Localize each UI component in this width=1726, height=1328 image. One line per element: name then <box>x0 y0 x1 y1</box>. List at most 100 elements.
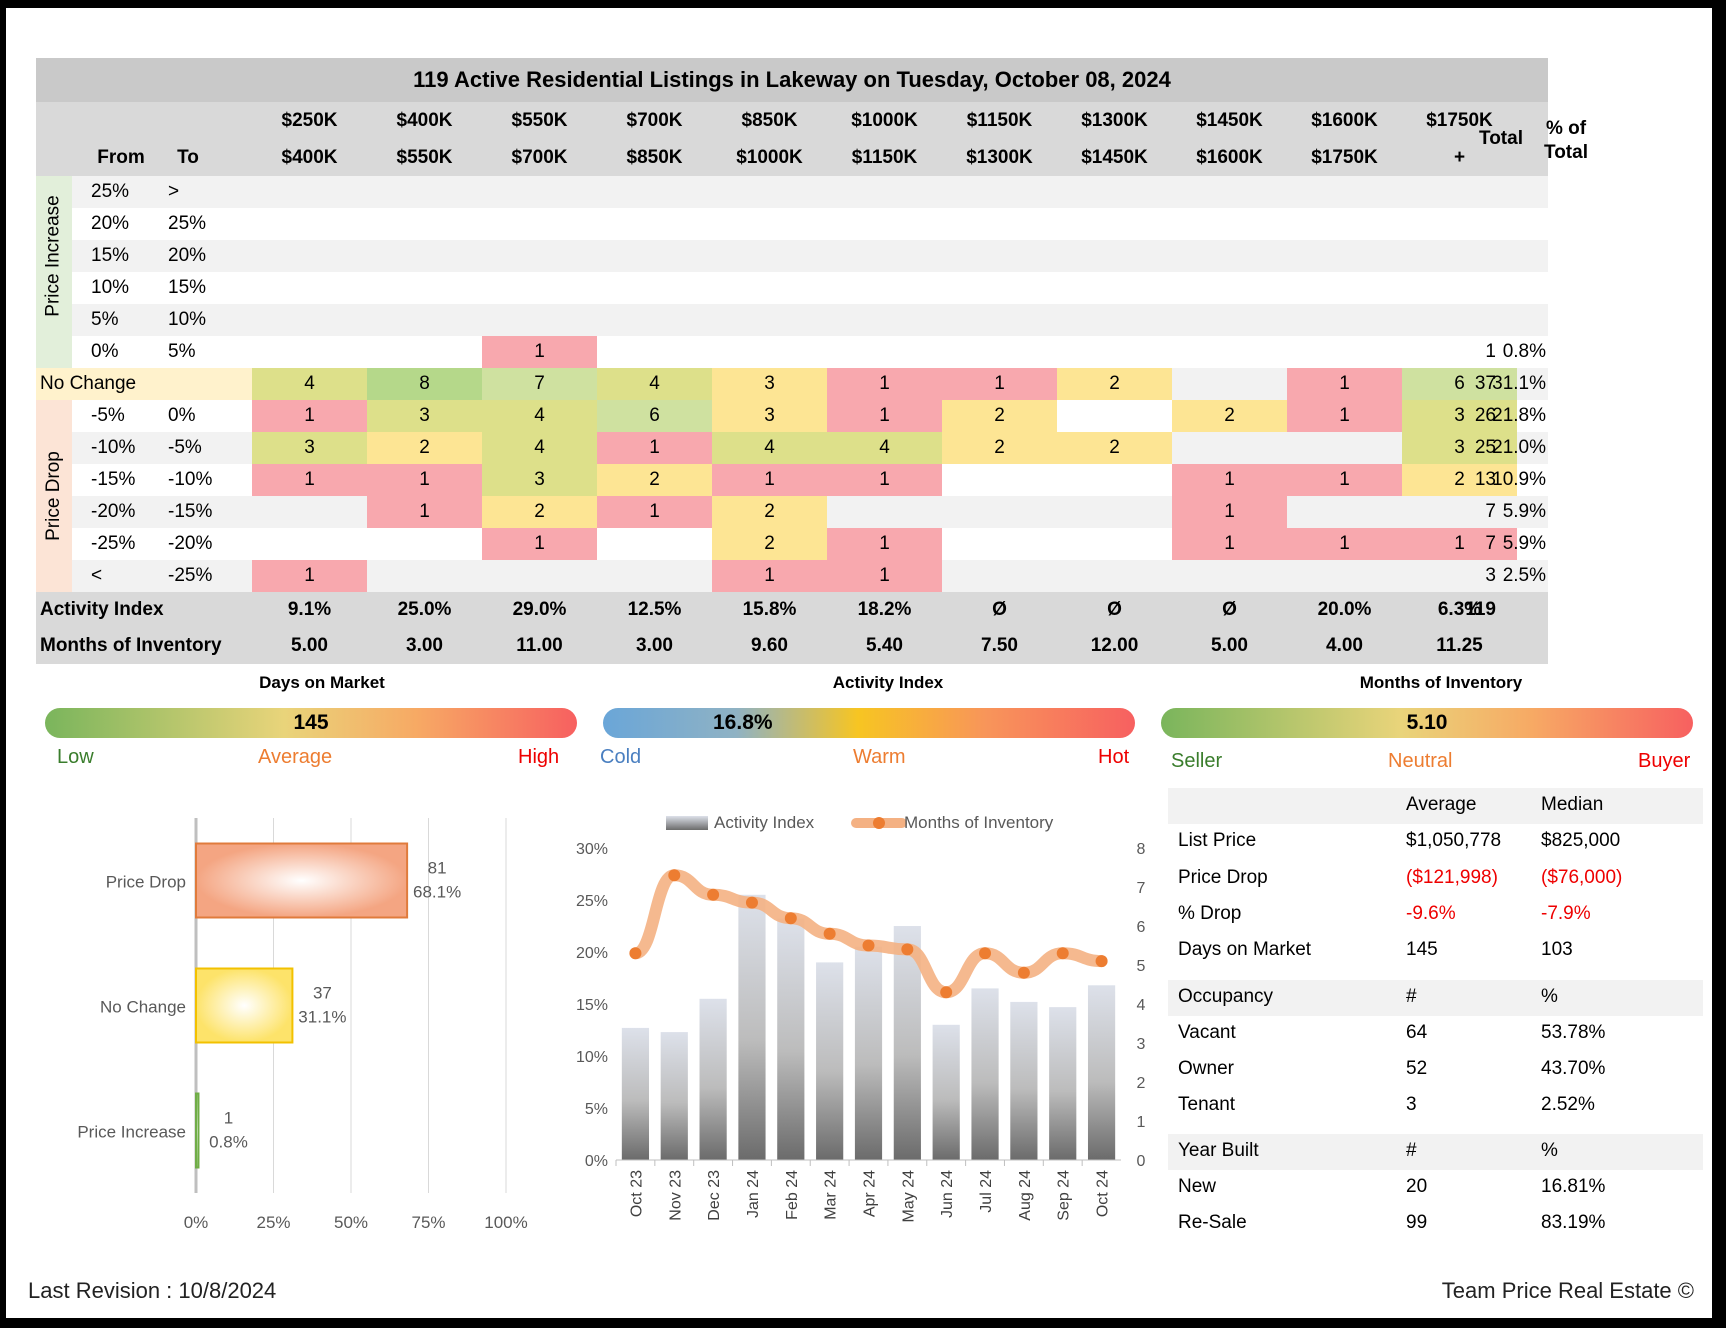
matrix-cell: 1 <box>252 400 367 432</box>
matrix-cell <box>1172 272 1287 304</box>
group-label-drop-text: Price Drop <box>43 451 64 541</box>
matrix-row-bg <box>72 336 1548 368</box>
matrix-cell: 8 <box>367 368 482 400</box>
matrix-cell <box>942 240 1057 272</box>
header-to: To <box>177 146 199 168</box>
combo-bar <box>1049 1007 1077 1160</box>
matrix-cell: 2 <box>367 432 482 464</box>
matrix-cell <box>1287 176 1402 208</box>
matrix-cell <box>1057 560 1172 592</box>
row-from: 25% <box>91 181 130 202</box>
matrix-cell <box>1287 240 1402 272</box>
stat-label: % Drop <box>1178 903 1242 924</box>
row-total: 1 <box>1485 341 1496 362</box>
no-change-label: No Change <box>40 373 137 394</box>
header-pct-2: Total <box>1544 142 1588 163</box>
hbar-pct-label: 31.1% <box>298 1008 346 1027</box>
header-range-from: $1150K <box>966 109 1033 131</box>
row-to: -5% <box>168 437 202 458</box>
matrix-title: 119 Active Residential Listings in Lakew… <box>36 58 1548 102</box>
header-total: Total <box>1479 128 1523 149</box>
combo-right-tick: 5 <box>1137 958 1146 975</box>
legend-line-label: Months of Inventory <box>904 813 1054 832</box>
matrix-cell <box>1287 304 1402 336</box>
occupancy-row-pct: 2.52% <box>1541 1094 1595 1115</box>
matrix-cell: 6 <box>597 400 712 432</box>
gauge-low-dom: Low <box>57 746 94 768</box>
row-to: -15% <box>168 501 213 522</box>
matrix-cell: 1 <box>1287 368 1402 400</box>
inventory-value: 9.60 <box>751 635 788 656</box>
matrix-cell <box>367 528 482 560</box>
header-range-from: $550K <box>511 109 568 131</box>
stat-label: List Price <box>1178 830 1257 851</box>
price-change-bar-chart: 0% 25% 50% 75% 100% Price Drop 81 68.1% No Chang… <box>77 818 528 1232</box>
activity-value: 15.8% <box>742 599 797 620</box>
matrix-cell <box>712 304 827 336</box>
activity-label: Activity Index <box>40 599 164 620</box>
row-pct: 10.9% <box>1492 469 1546 490</box>
matrix-cell <box>482 560 597 592</box>
inventory-value: 5.40 <box>866 635 903 656</box>
occupancy-label: Occupancy <box>1178 986 1274 1007</box>
year-built-row-pct: 16.81% <box>1541 1176 1606 1197</box>
combo-bar <box>816 962 844 1160</box>
matrix-cell <box>1057 208 1172 240</box>
hbar-x-tick: 0% <box>184 1213 209 1232</box>
matrix-cell <box>827 336 942 368</box>
matrix-cell <box>1172 432 1287 464</box>
row-pct <box>1456 304 1546 336</box>
matrix-cell <box>1057 496 1172 528</box>
matrix-cell: 1 <box>827 464 942 496</box>
year-built-row-label: New <box>1178 1176 1217 1197</box>
group-label-drop: Price Drop <box>36 400 72 592</box>
row-from: -10% <box>91 437 136 458</box>
matrix-cell: 3 <box>1402 400 1517 432</box>
stat-median: -7.9% <box>1541 903 1591 924</box>
matrix-cell <box>1057 304 1172 336</box>
activity-value: 12.5% <box>627 599 682 620</box>
matrix-cell: 2 <box>1402 464 1517 496</box>
combo-line-point <box>862 939 875 952</box>
combo-x-tick: May 24 <box>900 1170 917 1223</box>
row-from: < <box>91 565 103 586</box>
hbar-bar <box>195 967 294 1044</box>
matrix-cell: 4 <box>597 368 712 400</box>
activity-value: Ø <box>1222 599 1237 620</box>
combo-x-tick: Oct 23 <box>628 1170 645 1217</box>
inventory-value: 11.25 <box>1436 635 1483 656</box>
row-from: 20% <box>91 213 130 234</box>
combo-bar <box>932 1024 960 1160</box>
matrix-cell: 1 <box>827 528 942 560</box>
matrix-cell: 1 <box>1172 464 1287 496</box>
combo-left-tick: 15% <box>576 997 608 1014</box>
matrix-cell <box>597 240 712 272</box>
row-from: 15% <box>91 245 130 266</box>
hbar-pct-label: 68.1% <box>413 883 461 902</box>
combo-right-tick: 2 <box>1137 1075 1146 1092</box>
row-pct: 5.9% <box>1502 501 1546 522</box>
matrix-cell: 1 <box>1287 464 1402 496</box>
matrix-cell: 4 <box>712 432 827 464</box>
matrix-cell <box>1287 496 1402 528</box>
gauge-low-activity: Cold <box>600 746 642 768</box>
combo-right-tick: 1 <box>1137 1114 1146 1131</box>
activity-value: 29.0% <box>512 599 567 620</box>
matrix-cell: 2 <box>942 400 1057 432</box>
row-to: -20% <box>168 533 213 554</box>
matrix-cell: 1 <box>1172 528 1287 560</box>
header-from: From <box>97 146 145 168</box>
combo-x-tick: Aug 24 <box>1017 1170 1034 1221</box>
matrix-cell <box>942 176 1057 208</box>
matrix-cell <box>942 464 1057 496</box>
row-from: 0% <box>91 341 119 362</box>
matrix-cell <box>827 176 942 208</box>
occupancy-row-count: 3 <box>1406 1094 1417 1115</box>
legend-bar-swatch <box>666 816 708 830</box>
hbar-x-tick: 75% <box>411 1213 445 1232</box>
matrix-header-bg <box>36 102 1548 176</box>
combo-right-tick: 6 <box>1137 919 1146 936</box>
combo-right-tick: 0 <box>1137 1153 1146 1170</box>
matrix-cell <box>482 304 597 336</box>
row-from: 5% <box>91 309 119 330</box>
